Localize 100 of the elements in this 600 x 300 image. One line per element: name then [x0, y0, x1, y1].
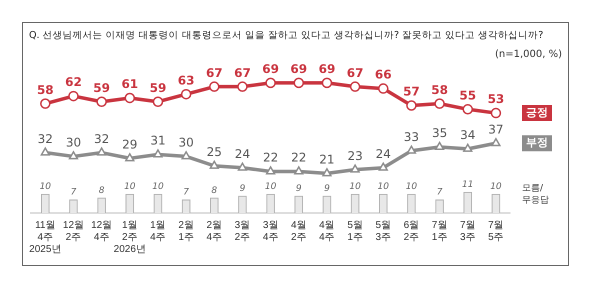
text: 부정 [526, 136, 548, 150]
point [350, 164, 360, 173]
point [462, 104, 474, 115]
data-label: 24 [234, 146, 250, 161]
x-tick-label: 6월 2주 [404, 220, 420, 243]
data-label: 66 [374, 68, 392, 82]
point [96, 96, 107, 107]
data-label: 10 [378, 182, 390, 192]
data-label: 53 [488, 92, 504, 106]
point [378, 162, 388, 171]
point [124, 92, 136, 104]
x-tick-label: 1월 2주 2026년 [114, 220, 146, 255]
data-label: 63 [178, 73, 194, 88]
data-label: 10 [406, 182, 418, 192]
data-label: 30 [66, 136, 82, 150]
data-label: 10 [264, 182, 277, 192]
point [350, 81, 360, 92]
data-label: 7 [436, 188, 443, 198]
data-label: 32 [38, 132, 53, 146]
data-label: 55 [459, 88, 476, 102]
chart-title: Q. 선생님께서는 이재명 대통령이 대통령으로서 일을 잘하고 있다고 생각하십니까? 잘못하고 있다고 생각하십니까? [29, 29, 544, 42]
data-label: 9 [296, 184, 302, 194]
data-label: 10 [349, 182, 362, 192]
data-label: 21 [319, 152, 335, 167]
point [40, 147, 50, 156]
data-label: 30 [178, 136, 194, 150]
text: (n=1,000, %) [494, 49, 562, 60]
data-label: 62 [65, 75, 82, 90]
text: 모름/ 무응답 [522, 183, 549, 206]
point [294, 166, 304, 175]
point [265, 78, 276, 88]
data-label: 7 [183, 188, 190, 198]
point [68, 90, 79, 102]
data-label: 67 [346, 66, 364, 80]
point [153, 149, 163, 158]
data-label: 67 [234, 66, 251, 80]
data-label: 69 [318, 62, 336, 76]
data-label: 25 [206, 144, 222, 159]
data-label: 58 [431, 82, 448, 97]
x-tick-label: 2월 4주 [206, 220, 222, 243]
point [237, 81, 248, 92]
data-label: 11 [462, 180, 474, 190]
point [434, 142, 444, 150]
data-label: 10 [490, 182, 502, 192]
data-label: 10 [152, 182, 164, 192]
point [40, 98, 51, 109]
point [322, 78, 332, 88]
x-tick-label: 1월 4주 [150, 220, 166, 243]
data-label: 22 [291, 150, 306, 165]
point [406, 100, 417, 111]
data-label: 23 [347, 148, 363, 163]
x-tick-label: 4월 4주 [319, 220, 335, 243]
point [125, 153, 134, 162]
point [322, 168, 332, 176]
data-label: 29 [122, 137, 138, 152]
data-label: 10 [124, 182, 136, 192]
point [152, 96, 164, 107]
data-label: 61 [121, 77, 138, 92]
x-tick-label: 12월 2주 [62, 220, 84, 243]
x-tick-label: 7월 3주 [460, 220, 476, 243]
point [491, 138, 501, 146]
data-label: 8 [98, 186, 105, 196]
point [406, 146, 416, 154]
point [463, 144, 472, 152]
point [490, 108, 502, 118]
point [266, 166, 276, 175]
data-label: 9 [324, 184, 330, 194]
x-tick-label: 4월 2주 [290, 220, 307, 243]
data-label: 57 [403, 84, 420, 99]
text: 긍정 [526, 106, 548, 119]
point [180, 88, 192, 100]
data-label: 37 [488, 122, 504, 136]
x-tick-label: 3월 2주 [234, 220, 250, 243]
data-label: 34 [460, 128, 476, 142]
point [434, 98, 445, 109]
data-label: 22 [262, 150, 278, 165]
data-label: 10 [40, 182, 52, 192]
x-tick-label: 5월 1주 [347, 220, 363, 243]
data-label: 59 [150, 80, 166, 95]
data-label: 33 [404, 130, 420, 144]
point [68, 151, 78, 160]
data-label: 69 [262, 62, 279, 76]
x-tick-label: 11월 4주 2025년 [29, 220, 62, 255]
x-tick-label: 5월 3주 [375, 220, 392, 243]
data-label: 58 [36, 82, 54, 97]
data-label: 9 [240, 184, 246, 194]
point [378, 83, 389, 94]
x-tick-label: 12월 4주 [91, 220, 112, 243]
x-tick-label: 2월 1주 [178, 220, 194, 243]
point [209, 81, 220, 92]
x-tick-label: 3월 4주 [262, 220, 278, 243]
point [210, 160, 219, 169]
data-label: 24 [376, 146, 391, 161]
data-label: 67 [206, 66, 223, 80]
point [294, 78, 304, 88]
data-label: 8 [211, 186, 218, 196]
data-label: 35 [432, 126, 448, 140]
point [181, 151, 191, 160]
data-label: 32 [94, 132, 110, 146]
data-label: 59 [93, 80, 110, 95]
